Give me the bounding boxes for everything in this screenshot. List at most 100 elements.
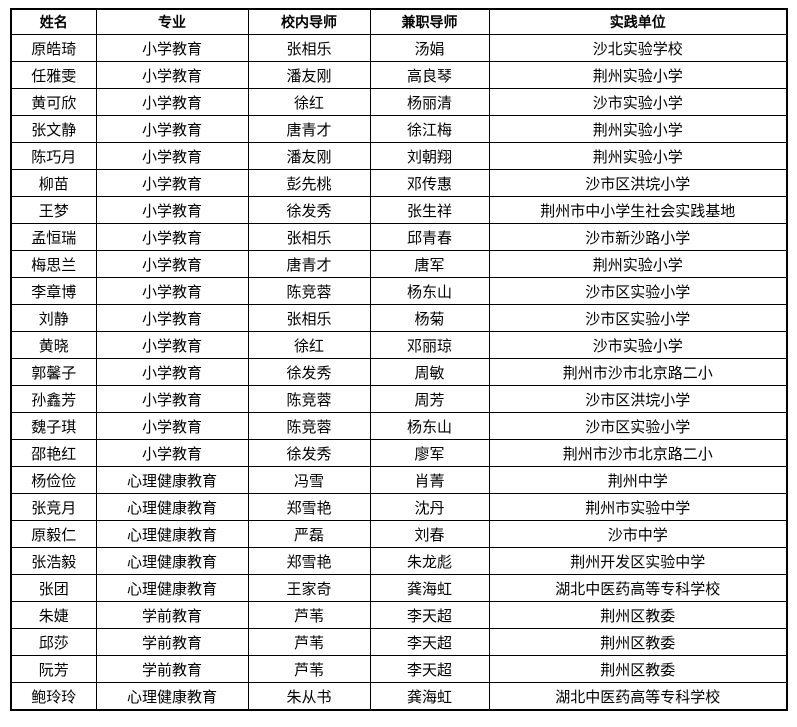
cell-major: 小学教育 xyxy=(95,88,249,116)
cell-practice-unit: 荆州区教委 xyxy=(488,601,788,629)
cell-major: 小学教育 xyxy=(95,412,249,440)
cell-campus-mentor: 朱从书 xyxy=(247,682,371,711)
cell-campus-mentor: 冯雪 xyxy=(247,466,371,494)
cell-practice-unit: 沙市实验小学 xyxy=(488,331,788,359)
table-row: 陈巧月 小学教育 潘友刚 刘朝翔 荆州实验小学 xyxy=(10,142,788,170)
cell-part-time-mentor: 龚海虹 xyxy=(369,574,490,602)
cell-name: 邱莎 xyxy=(10,628,97,656)
cell-part-time-mentor: 邱青春 xyxy=(369,223,490,251)
col-header-practice-unit: 实践单位 xyxy=(488,8,788,35)
cell-major: 小学教育 xyxy=(95,304,249,332)
cell-major: 心理健康教育 xyxy=(95,493,249,521)
cell-campus-mentor: 潘友刚 xyxy=(247,61,371,89)
table-row: 郭馨子 小学教育 徐发秀 周敏 荆州市沙市北京路二小 xyxy=(10,358,788,386)
cell-practice-unit: 沙市新沙路小学 xyxy=(488,223,788,251)
cell-part-time-mentor: 张生祥 xyxy=(369,196,490,224)
cell-practice-unit: 荆州中学 xyxy=(488,466,788,494)
cell-major: 小学教育 xyxy=(95,61,249,89)
cell-campus-mentor: 陈竞蓉 xyxy=(247,277,371,305)
table-row: 邱莎 学前教育 芦苇 李天超 荆州区教委 xyxy=(10,628,788,656)
cell-campus-mentor: 陈竞蓉 xyxy=(247,385,371,413)
table-row: 魏子琪 小学教育 陈竞蓉 杨东山 沙市区实验小学 xyxy=(10,412,788,440)
cell-major: 心理健康教育 xyxy=(95,574,249,602)
cell-major: 心理健康教育 xyxy=(95,466,249,494)
col-header-part-time-mentor: 兼职导师 xyxy=(369,8,490,35)
table-row: 黄可欣 小学教育 徐红 杨丽清 沙市实验小学 xyxy=(10,88,788,116)
cell-major: 心理健康教育 xyxy=(95,547,249,575)
table-header-row: 姓名 专业 校内导师 兼职导师 实践单位 xyxy=(10,8,788,35)
table-row: 鲍玲玲 心理健康教育 朱从书 龚海虹 湖北中医药高等专科学校 xyxy=(10,682,788,711)
cell-part-time-mentor: 廖军 xyxy=(369,439,490,467)
cell-major: 小学教育 xyxy=(95,115,249,143)
cell-name: 张竞月 xyxy=(10,493,97,521)
cell-campus-mentor: 徐发秀 xyxy=(247,439,371,467)
cell-practice-unit: 荆州开发区实验中学 xyxy=(488,547,788,575)
table-body: 原皓琦 小学教育 张相乐 汤娟 沙北实验学校 任雅雯 小学教育 潘友刚 高良琴 荆州实验小学 黄可欣… xyxy=(10,34,788,711)
cell-major: 小学教育 xyxy=(95,331,249,359)
cell-part-time-mentor: 周敏 xyxy=(369,358,490,386)
cell-campus-mentor: 徐红 xyxy=(247,88,371,116)
cell-major: 小学教育 xyxy=(95,439,249,467)
table-row: 原毅仁 心理健康教育 严磊 刘春 沙市中学 xyxy=(10,520,788,548)
cell-part-time-mentor: 杨丽清 xyxy=(369,88,490,116)
cell-campus-mentor: 陈竞蓉 xyxy=(247,412,371,440)
cell-name: 孟恒瑞 xyxy=(10,223,97,251)
cell-campus-mentor: 芦苇 xyxy=(247,628,371,656)
cell-name: 李章博 xyxy=(10,277,97,305)
cell-practice-unit: 沙市区实验小学 xyxy=(488,277,788,305)
cell-name: 郭馨子 xyxy=(10,358,97,386)
cell-practice-unit: 沙市区洪垸小学 xyxy=(488,169,788,197)
table-row: 梅思兰 小学教育 唐青才 唐军 荆州实验小学 xyxy=(10,250,788,278)
table-row: 杨俭俭 心理健康教育 冯雪 肖菁 荆州中学 xyxy=(10,466,788,494)
cell-name: 任雅雯 xyxy=(10,61,97,89)
cell-name: 孙鑫芳 xyxy=(10,385,97,413)
cell-major: 小学教育 xyxy=(95,223,249,251)
cell-practice-unit: 荆州实验小学 xyxy=(488,61,788,89)
table-row: 张团 心理健康教育 王家奇 龚海虹 湖北中医药高等专科学校 xyxy=(10,574,788,602)
cell-campus-mentor: 郑雪艳 xyxy=(247,547,371,575)
cell-campus-mentor: 严磊 xyxy=(247,520,371,548)
cell-practice-unit: 荆州区教委 xyxy=(488,655,788,683)
cell-major: 小学教育 xyxy=(95,196,249,224)
cell-campus-mentor: 张相乐 xyxy=(247,223,371,251)
cell-practice-unit: 湖北中医药高等专科学校 xyxy=(488,682,788,711)
cell-campus-mentor: 王家奇 xyxy=(247,574,371,602)
cell-major: 小学教育 xyxy=(95,277,249,305)
cell-name: 梅思兰 xyxy=(10,250,97,278)
table-row: 李章博 小学教育 陈竞蓉 杨东山 沙市区实验小学 xyxy=(10,277,788,305)
cell-name: 原毅仁 xyxy=(10,520,97,548)
cell-campus-mentor: 唐青才 xyxy=(247,115,371,143)
cell-campus-mentor: 潘友刚 xyxy=(247,142,371,170)
cell-name: 鲍玲玲 xyxy=(10,682,97,711)
cell-name: 张文静 xyxy=(10,115,97,143)
cell-major: 小学教育 xyxy=(95,169,249,197)
cell-part-time-mentor: 杨东山 xyxy=(369,277,490,305)
table-row: 刘静 小学教育 张相乐 杨菊 沙市区实验小学 xyxy=(10,304,788,332)
cell-part-time-mentor: 徐江梅 xyxy=(369,115,490,143)
table-row: 黄晓 小学教育 徐红 邓丽琼 沙市实验小学 xyxy=(10,331,788,359)
table-row: 阮芳 学前教育 芦苇 李天超 荆州区教委 xyxy=(10,655,788,683)
cell-name: 魏子琪 xyxy=(10,412,97,440)
cell-practice-unit: 沙市中学 xyxy=(488,520,788,548)
cell-campus-mentor: 彭先桃 xyxy=(247,169,371,197)
cell-part-time-mentor: 刘春 xyxy=(369,520,490,548)
cell-practice-unit: 荆州市沙市北京路二小 xyxy=(488,439,788,467)
cell-part-time-mentor: 李天超 xyxy=(369,601,490,629)
cell-campus-mentor: 唐青才 xyxy=(247,250,371,278)
table-row: 柳苗 小学教育 彭先桃 邓传惠 沙市区洪垸小学 xyxy=(10,169,788,197)
cell-practice-unit: 荆州市沙市北京路二小 xyxy=(488,358,788,386)
cell-part-time-mentor: 杨东山 xyxy=(369,412,490,440)
cell-part-time-mentor: 沈丹 xyxy=(369,493,490,521)
cell-part-time-mentor: 高良琴 xyxy=(369,61,490,89)
cell-practice-unit: 荆州实验小学 xyxy=(488,142,788,170)
cell-practice-unit: 荆州实验小学 xyxy=(488,115,788,143)
cell-major: 小学教育 xyxy=(95,385,249,413)
cell-name: 原皓琦 xyxy=(10,34,97,62)
cell-campus-mentor: 芦苇 xyxy=(247,655,371,683)
cell-part-time-mentor: 刘朝翔 xyxy=(369,142,490,170)
table-row: 邵艳红 小学教育 徐发秀 廖军 荆州市沙市北京路二小 xyxy=(10,439,788,467)
cell-name: 张浩毅 xyxy=(10,547,97,575)
table-row: 张文静 小学教育 唐青才 徐江梅 荆州实验小学 xyxy=(10,115,788,143)
cell-major: 心理健康教育 xyxy=(95,682,249,711)
